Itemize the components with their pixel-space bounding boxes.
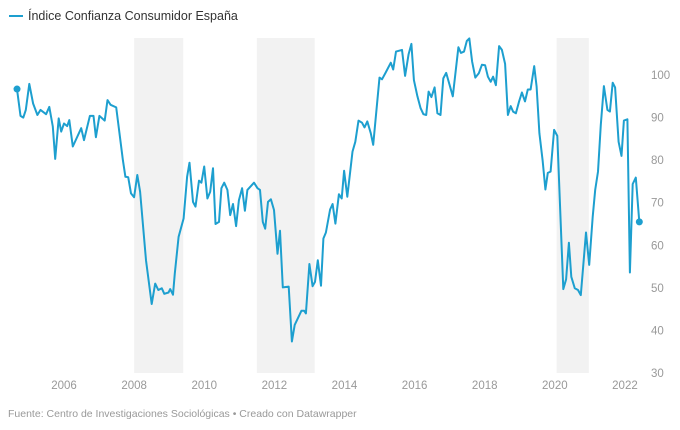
x-axis: 2006 2008 2010 2012 2014 2016 2018 2020 2022 bbox=[51, 380, 638, 392]
recession-shade bbox=[134, 38, 184, 373]
x-tick-label: 2010 bbox=[191, 380, 217, 392]
x-tick-label: 2014 bbox=[332, 380, 358, 392]
y-tick-label: 50 bbox=[651, 283, 664, 295]
x-tick-label: 2016 bbox=[402, 380, 428, 392]
y-tick-label: 90 bbox=[651, 113, 664, 125]
legend-label: Índice Confianza Consumidor España bbox=[28, 9, 238, 23]
shaded-periods bbox=[134, 38, 589, 373]
x-tick-label: 2020 bbox=[542, 380, 568, 392]
y-tick-label: 60 bbox=[651, 240, 664, 252]
y-tick-label: 70 bbox=[651, 198, 664, 210]
y-tick-label: 30 bbox=[651, 368, 664, 380]
x-tick-label: 2006 bbox=[51, 380, 77, 392]
y-tick-label: 40 bbox=[651, 325, 664, 337]
x-tick-label: 2018 bbox=[472, 380, 498, 392]
legend-swatch bbox=[9, 15, 23, 17]
x-tick-label: 2022 bbox=[612, 380, 638, 392]
y-tick-label: 100 bbox=[651, 70, 670, 82]
y-tick-label: 80 bbox=[651, 155, 664, 167]
source-footer: Fuente: Centro de Investigaciones Sociol… bbox=[8, 408, 357, 420]
legend: Índice Confianza Consumidor España bbox=[9, 9, 238, 23]
recession-shade bbox=[256, 38, 315, 373]
x-tick-label: 2008 bbox=[121, 380, 147, 392]
x-tick-label: 2012 bbox=[262, 380, 288, 392]
recession-shade bbox=[556, 38, 589, 373]
start-point-marker bbox=[13, 85, 21, 93]
series-line bbox=[16, 37, 641, 343]
end-point-marker bbox=[635, 218, 643, 226]
y-axis: 100 90 80 70 60 50 40 30 bbox=[651, 70, 670, 380]
